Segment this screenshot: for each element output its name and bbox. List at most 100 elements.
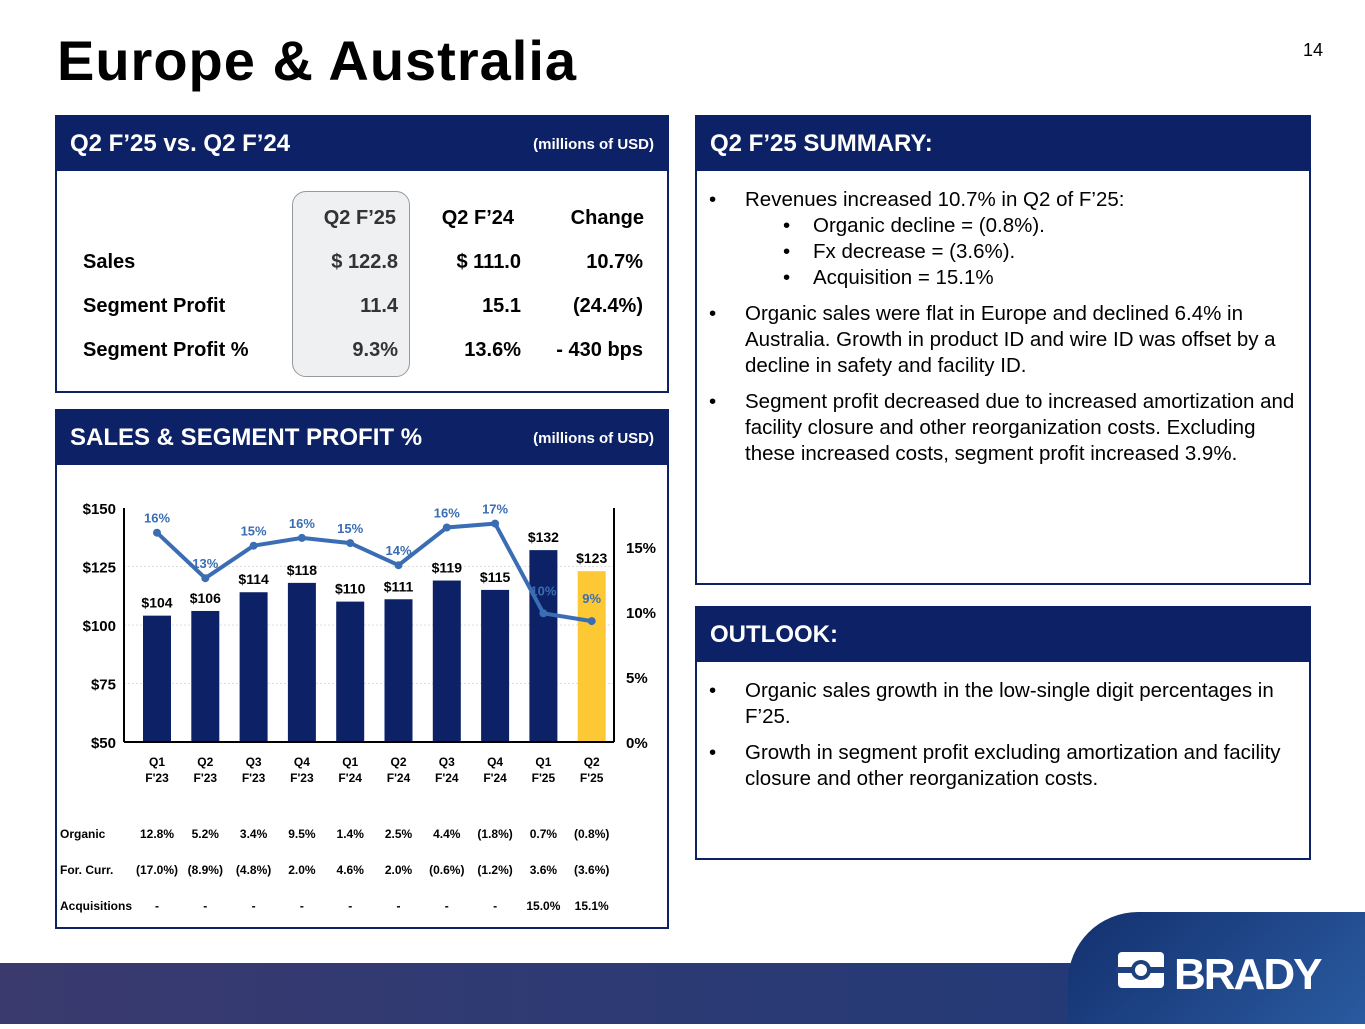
table-cell: 15.1 [482,295,521,317]
table-cell: (24.4%) [572,295,643,317]
y-tick-label: $150 [83,501,116,518]
growth-cell: - [252,899,256,913]
comparison-table: Q2 F’25 Q2 F’24 Change Sales $ 122.8 $ 111.0 1… [57,171,667,391]
profit-point [442,523,451,532]
growth-cell: 4.6% [337,863,365,877]
y2-tick-label: 0% [626,735,648,752]
profit-label: 15% [241,524,267,539]
growth-cell: - [445,899,449,913]
y-tick-label: $75 [91,677,116,694]
table-cell: 11.4 [360,295,398,317]
row-label: Sales [83,251,136,273]
bar-value-label: $132 [528,529,559,545]
profit-label: 17% [482,502,508,517]
growth-cell: 12.8% [140,827,174,841]
x-tick-label: Q1 [149,755,165,769]
row-label: Segment Profit [83,295,226,317]
units-label: (millions of USD) [533,135,654,153]
growth-cell: 3.4% [240,827,268,841]
bar-value-label: $118 [287,562,318,578]
growth-row-label: Acquisitions [60,899,132,913]
growth-cell: - [300,899,304,913]
growth-cell: 15.1% [575,899,609,913]
x-tick-label: F'23 [242,771,266,785]
outlook-panel: OUTLOOK: Organic sales growth in the low… [695,606,1311,860]
profit-label: 15% [337,521,363,536]
comparison-header: Q2 F’25 vs. Q2 F’24 [70,130,291,157]
summary-sub-bullet: Organic decline = (0.8%). [697,213,1309,239]
growth-cell: (0.6%) [429,863,464,877]
page-title: Europe & Australia [57,29,578,92]
table-cell: - 430 bps [556,339,643,361]
growth-cell: 15.0% [526,899,560,913]
y-tick-label: $100 [83,618,116,635]
sales-bar [432,580,461,742]
profit-point [201,574,210,583]
sales-bar [529,550,558,742]
units-label: (millions of USD) [533,429,654,447]
y2-tick-label: 5% [626,670,648,687]
growth-cell: (4.8%) [236,863,271,877]
profit-line [155,521,593,624]
x-tick-label: Q4 [294,755,310,769]
growth-cell: 9.5% [288,827,316,841]
y2-tick-label: 10% [626,605,656,622]
growth-cell: - [493,899,497,913]
x-tick-label: F'25 [532,771,556,785]
x-tick-label: F'23 [145,771,169,785]
growth-cell: 2.0% [385,863,413,877]
x-tick-label: F'24 [483,771,507,785]
x-tick-label: Q1 [342,755,358,769]
svg-text:BRADY: BRADY [1174,950,1322,999]
chart-panel: SALES & SEGMENT PROFIT % (millions of USD… [55,409,669,929]
growth-row-label: Organic [60,827,106,841]
bar-value-label: $123 [576,550,607,566]
page-number: 14 [1302,40,1323,60]
growth-cell: - [397,899,401,913]
y-tick-label: $125 [83,560,116,577]
bar-value-label: $111 [384,578,414,594]
bar-value-label: $115 [480,569,511,585]
outlook-header: OUTLOOK: [710,621,838,648]
growth-cell: - [155,899,159,913]
growth-cell: (3.6%) [574,863,609,877]
profit-label: 16% [434,506,460,521]
growth-cell: 3.6% [530,863,558,877]
summary-sub-bullet: Fx decrease = (3.6%). [697,239,1309,265]
table-cell: 9.3% [352,339,398,361]
growth-row-label: For. Curr. [60,863,113,877]
sales-bar [287,582,316,742]
row-label: Segment Profit % [83,339,249,361]
summary-panel: Q2 F’25 SUMMARY: Revenues increased 10.7… [695,115,1311,585]
summary-bullet: Organic sales were flat in Europe and de… [697,301,1309,379]
y-tick-label: $50 [91,735,116,752]
x-tick-label: Q2 [390,755,406,769]
x-tick-label: F'23 [290,771,314,785]
growth-cell: - [348,899,352,913]
profit-point [394,561,403,570]
profit-label: 16% [289,516,315,531]
profit-point [297,533,306,542]
sales-bar [239,592,268,742]
bar-value-label: $119 [432,560,463,576]
x-tick-label: Q2 [197,755,213,769]
bar-value-label: $104 [141,595,172,611]
summary-bullet: Revenues increased 10.7% in Q2 of F’25: [697,187,1309,213]
x-tick-label: Q1 [535,755,551,769]
bar-value-label: $110 [335,581,366,597]
x-tick-label: Q3 [246,755,262,769]
summary-sub-bullet: Acquisition = 15.1% [697,265,1309,291]
profit-point [587,617,596,626]
profit-label: 14% [385,543,411,558]
sales-bar [481,589,510,742]
profit-point [346,539,355,548]
x-tick-label: F'23 [194,771,218,785]
table-cell: $ 122.8 [331,251,398,273]
growth-cell: (1.2%) [477,863,512,877]
x-tick-label: Q3 [439,755,455,769]
growth-cell: 1.4% [337,827,365,841]
growth-cell: 2.5% [385,827,413,841]
x-tick-label: Q4 [487,755,503,769]
column-header: Change [570,207,644,229]
sales-bar [143,615,171,742]
